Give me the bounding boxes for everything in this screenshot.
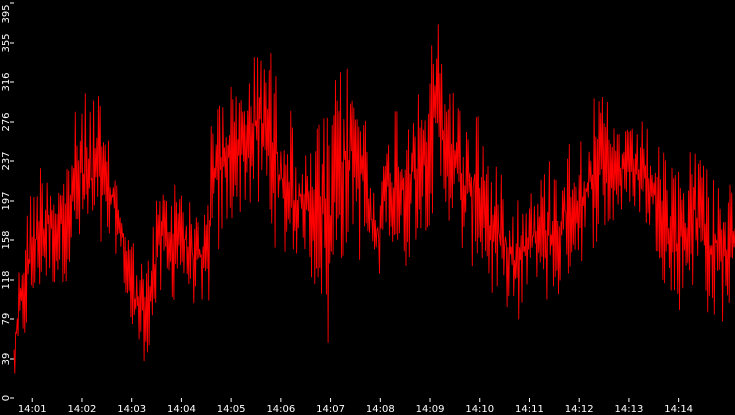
y-tick-label: 118 [1, 270, 12, 289]
x-tick-label: 14:03 [117, 404, 146, 415]
y-tick-label: 197 [1, 191, 12, 210]
y-tick-label: 158 [1, 230, 12, 249]
x-tick-label: 14:10 [465, 404, 494, 415]
x-tick-label: 14:05 [217, 404, 246, 415]
x-tick-label: 14:14 [664, 404, 693, 415]
series-line-path [13, 24, 735, 374]
y-tick-label: 355 [1, 33, 12, 52]
x-tick-label: 14:07 [316, 404, 345, 415]
x-tick-label: 14:13 [615, 404, 644, 415]
y-tick-label: 276 [1, 112, 12, 131]
x-tick-label: 14:01 [18, 404, 47, 415]
y-axis: 0 39 79 118 158 197 237 276 316 355 395 [1, 2, 14, 401]
x-tick-label: 14:02 [68, 404, 97, 415]
y-tick-label: 39 [1, 353, 12, 366]
y-tick-label: 395 [1, 4, 12, 23]
x-tick-label: 14:11 [515, 404, 544, 415]
x-axis: 14:01 14:02 14:03 14:04 14:05 14:06 14:07 14:08… [18, 398, 693, 415]
y-tick-label: 79 [1, 313, 12, 326]
x-tick-label: 14:12 [565, 404, 594, 415]
x-tick-label: 14:08 [366, 404, 395, 415]
x-tick-label: 14:06 [266, 404, 295, 415]
series-line [13, 24, 735, 374]
y-tick-label: 316 [1, 72, 12, 91]
x-tick-label: 14:04 [167, 404, 196, 415]
y-tick-label: 237 [1, 151, 12, 170]
y-tick-label: 0 [1, 395, 12, 401]
x-tick-label: 14:09 [416, 404, 445, 415]
